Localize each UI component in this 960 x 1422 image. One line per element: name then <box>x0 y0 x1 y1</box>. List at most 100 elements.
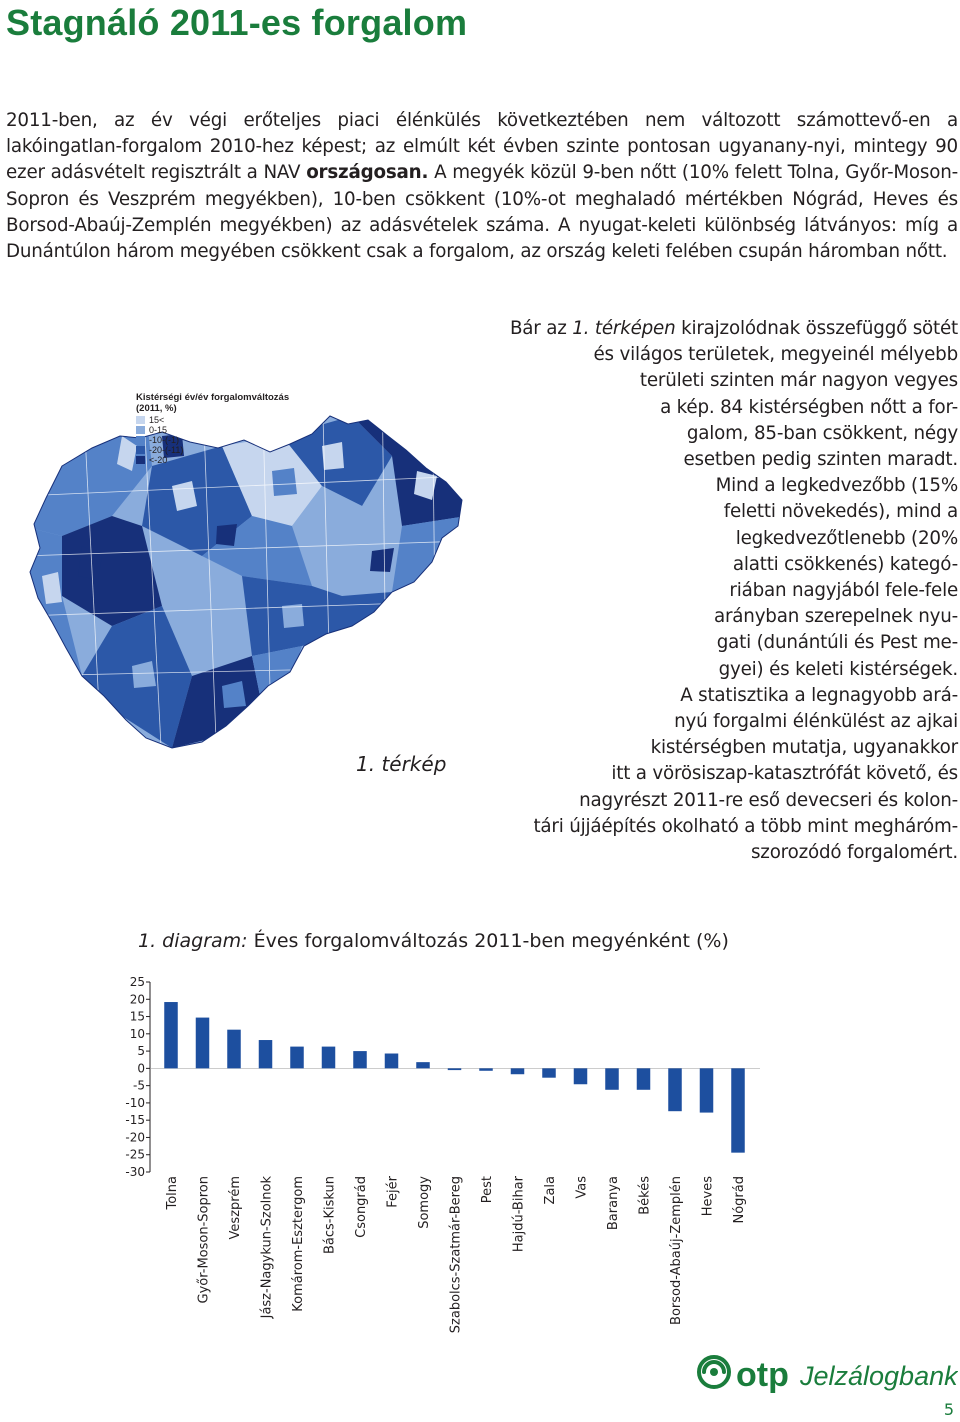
bar <box>510 1068 525 1075</box>
logo-brand: otp <box>736 1356 789 1394</box>
bar <box>668 1068 682 1112</box>
x-category-label: Jász-Nagykun-Szolnok <box>260 1176 275 1320</box>
bar <box>479 1068 493 1071</box>
diagram-label: 1. diagram: <box>138 930 248 952</box>
y-tick-label: 10 <box>130 1027 145 1041</box>
x-category-label: Békés <box>638 1176 653 1215</box>
y-tick-label: -20 <box>125 1130 145 1144</box>
page-title: Stagnáló 2011-es forgalom <box>6 2 468 43</box>
county-map: Kistérségi év/év forgalomváltozás (2011,… <box>29 392 463 749</box>
bar <box>195 1017 210 1069</box>
y-tick-label: -15 <box>125 1113 145 1127</box>
diagram-title: 1. diagram: Éves forgalomváltozás 2011-b… <box>138 930 729 952</box>
side-paragraph: Bár az 1. térképen kirajzolódnak összefü… <box>398 316 958 866</box>
x-category-label: Nógrád <box>732 1176 747 1224</box>
map-caption: 1. térkép <box>356 752 447 776</box>
page-number: 5 <box>943 1400 954 1419</box>
y-tick-label: 20 <box>130 992 145 1006</box>
y-tick-label: -5 <box>133 1079 145 1093</box>
map-reference: 1. térképen <box>572 318 676 339</box>
side-line: esetben pedig szinten maradt. <box>683 449 959 471</box>
otp-jelzalogbank-logo: otp Jelzálogbank <box>697 1355 958 1394</box>
side-line: a kép. 84 kistérségben nőtt a for- <box>660 396 958 418</box>
intro-text-bold: országosan. <box>306 162 429 184</box>
x-category-label: Komárom-Esztergom <box>291 1176 306 1312</box>
bar <box>258 1040 273 1069</box>
map-regions <box>30 416 462 748</box>
y-tick-label: -30 <box>125 1165 145 1179</box>
x-category-label: Csongrád <box>354 1176 369 1238</box>
bar <box>384 1053 399 1069</box>
side-line: nyú forgalmi élénkülést az ajkai <box>674 711 958 733</box>
diagram-title-text: Éves forgalomváltozás 2011-ben megyénkén… <box>247 930 729 952</box>
bar <box>164 1002 178 1069</box>
legend-swatch <box>136 426 145 434</box>
bar <box>605 1068 619 1090</box>
bar <box>227 1029 241 1069</box>
side-line: A statisztika a legnagyobb ará- <box>680 684 958 706</box>
x-category-label: Szabolcs-Szatmár-Bereg <box>449 1176 464 1333</box>
x-category-label: Győr-Moson-Sopron <box>197 1176 212 1303</box>
bar <box>636 1068 651 1090</box>
side-line: Mind a legkedvezőbb (15% <box>715 475 959 497</box>
x-category-label: Hajdú-Bihar <box>512 1175 527 1252</box>
side-line: kistérségben mutatja, ugyanakkor <box>650 737 959 759</box>
side-line: legkedvezőtlenebb (20% <box>735 527 958 549</box>
x-category-label: Veszprém <box>228 1176 243 1239</box>
legend-title-line2: (2011, %) <box>136 403 177 414</box>
side-line: és világos területek, megyeinél mélyebb <box>593 344 959 366</box>
bar <box>699 1068 714 1113</box>
side-line: területi szinten már nagyon vegyes <box>639 370 958 392</box>
bar <box>416 1062 430 1069</box>
side-line: feletti növekedés), mind a <box>723 501 958 523</box>
legend-title-line1: Kistérségi év/év forgalomváltozás <box>136 392 289 403</box>
bar-chart: 25 20 15 10 5 0 -5 -10 -15 -20 -25 -30 Tolna Győr-Mos… <box>125 975 760 1333</box>
side-line: gyei) és keleti kistérségek. <box>718 658 959 680</box>
side-line: itt a vörösiszap-katasztrófát követő, és <box>611 763 958 785</box>
y-tick-label: -10 <box>125 1096 145 1110</box>
bar <box>573 1068 588 1085</box>
y-tick-label: 15 <box>130 1010 145 1024</box>
x-category-label: Tolna <box>165 1176 180 1211</box>
country-outline <box>29 415 463 749</box>
side-line: Bár az 1. térképen kirajzolódnak összefü… <box>509 318 958 339</box>
bar <box>447 1068 462 1071</box>
legend-swatch <box>136 436 145 444</box>
y-tick-label: 25 <box>130 975 145 989</box>
bar <box>353 1051 367 1069</box>
legend-label: <-20 <box>149 455 167 465</box>
x-category-label: Zala <box>543 1176 558 1204</box>
y-tick-label: 5 <box>137 1044 145 1058</box>
side-line: galom, 85-ban csökkent, négy <box>686 422 958 444</box>
side-line: riában nagyjából fele-fele <box>729 580 958 602</box>
intro-text-b: A megyék közül 9-ben nőtt (10% felett To… <box>6 162 958 263</box>
legend-label: -20-(-11) <box>149 445 183 455</box>
intro-paragraph: 2011-ben, az év végi erőteljes piaci élé… <box>6 108 958 265</box>
x-category-label: Heves <box>701 1176 716 1216</box>
x-category-label: Pest <box>480 1176 495 1203</box>
side-line: szorozódó forgalomért. <box>750 842 958 864</box>
side-line: tári újjáépítés okolható a több mint meg… <box>533 815 958 837</box>
y-tick-label: -25 <box>125 1148 145 1162</box>
side-line: gati (dunántúli és Pest me- <box>716 632 958 654</box>
bar <box>290 1046 304 1069</box>
x-category-label: Fejér <box>386 1175 401 1207</box>
legend-label: 15< <box>149 415 164 425</box>
legend-swatch <box>136 456 145 464</box>
otp-swirl-icon <box>697 1355 731 1389</box>
x-category-label: Bács-Kiskun <box>323 1176 338 1254</box>
bar <box>542 1068 556 1078</box>
legend-swatch <box>136 416 145 424</box>
logo-product: Jelzálogbank <box>799 1361 958 1391</box>
legend-label: -10-(-1) <box>149 435 179 445</box>
side-line: arányban szerepelnek nyu- <box>713 606 958 628</box>
y-tick-label: 0 <box>137 1061 145 1075</box>
legend-swatch <box>136 446 145 454</box>
side-line: nagyrészt 2011-re eső devecseri és kolon… <box>579 789 958 811</box>
legend-label: 0-15 <box>149 425 167 435</box>
side-line: alatti csökkenés) kategó- <box>732 553 958 575</box>
map-legend: Kistérségi év/év forgalomváltozás (2011,… <box>136 392 289 465</box>
x-category-label: Borsod-Abaúj-Zemplén <box>669 1176 684 1325</box>
x-category-label: Somogy <box>417 1176 432 1229</box>
x-category-label: Baranya <box>606 1176 621 1230</box>
